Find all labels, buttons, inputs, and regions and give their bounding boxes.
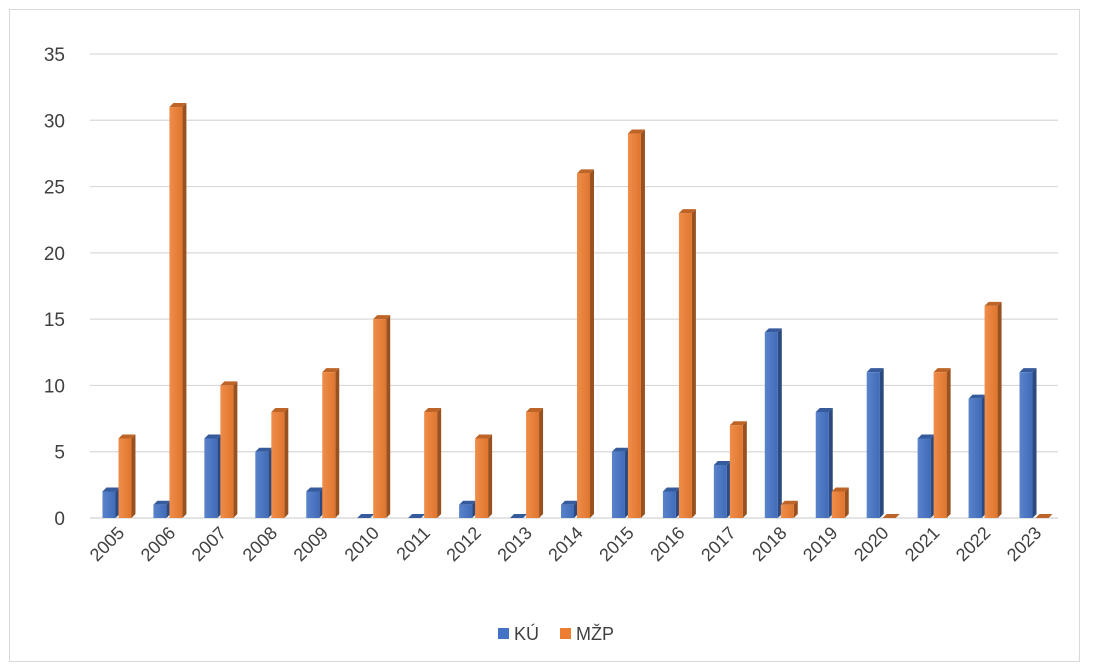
bar-ku-2016 (662, 487, 680, 518)
bar-mzp-2006 (169, 103, 187, 519)
y-tick-label: 20 (44, 244, 65, 265)
bar-mzp-2014 (577, 169, 594, 519)
bar-mzp-2017 (729, 421, 747, 518)
y-tick-label: 35 (44, 45, 65, 66)
bar-ku-2019 (815, 407, 833, 518)
bar-mzp-2012 (475, 434, 493, 518)
bar-mzp-2011 (424, 407, 442, 518)
bar-mzp-2023 (1035, 514, 1053, 518)
bar-ku-2013 (510, 514, 528, 518)
x-tick-label: 2014 (544, 523, 586, 565)
x-tick-label: 2023 (1003, 523, 1045, 565)
bar-mzp-2009 (322, 368, 340, 518)
bar-ku-2009 (306, 487, 324, 518)
bar-ku-2018 (764, 328, 782, 518)
bar-ku-2006 (153, 500, 171, 518)
bar-ku-2020 (866, 368, 884, 518)
bar-ku-2022 (968, 394, 986, 518)
bar-mzp-2007 (220, 381, 238, 518)
bar-ku-2021 (917, 434, 935, 518)
x-tick-label: 2007 (188, 523, 230, 565)
legend-item-mzp: MŽP (560, 624, 614, 644)
y-tick-label: 10 (44, 376, 65, 397)
bar-mzp-2021 (933, 368, 951, 518)
legend-label: KÚ (514, 623, 539, 644)
x-axis-tick-labels: 2005 2006 2007 2008 2009 2010 2011 2012 2013 2014… (86, 523, 1046, 565)
x-tick-label: 2005 (86, 523, 128, 565)
bar-ku-2010 (357, 514, 375, 518)
x-tick-label: 2018 (748, 523, 790, 565)
bar-ku-2015 (611, 447, 629, 518)
bar-mzp-2015 (627, 129, 645, 519)
legend-swatch (560, 628, 571, 639)
bar-mzp-2005 (118, 434, 136, 518)
x-tick-label: 2009 (290, 523, 332, 565)
x-tick-label: 2012 (442, 523, 484, 565)
bar-ku-2011 (408, 514, 426, 518)
bar-mzp-2016 (678, 209, 696, 519)
x-tick-label: 2011 (392, 523, 434, 565)
bar-mzp-2018 (780, 500, 798, 518)
bar-mzp-2022 (984, 301, 1002, 518)
y-tick-label: 25 (44, 178, 65, 199)
x-tick-label: 2015 (595, 523, 637, 565)
bar-ku-2008 (255, 447, 273, 518)
x-tick-label: 2010 (341, 523, 383, 565)
legend-swatch (498, 628, 509, 639)
bars (102, 103, 1053, 519)
x-tick-label: 2019 (799, 523, 841, 565)
x-tick-label: 2006 (137, 523, 179, 565)
legend-item-ku: KÚ (498, 623, 539, 644)
chart-area (9, 9, 1080, 662)
y-axis-tick-labels: 0 5 10 15 20 25 30 35 (44, 45, 65, 530)
bar-ku-2023 (1019, 368, 1037, 518)
bar-ku-2012 (459, 500, 477, 518)
bar-mzp-2013 (526, 407, 544, 518)
x-tick-label: 2022 (952, 523, 994, 565)
bar-ku-2014 (561, 500, 578, 518)
bar-mzp-2020 (882, 514, 900, 518)
bar-ku-2007 (204, 434, 222, 518)
legend: KÚ MŽP (498, 623, 614, 644)
y-tick-label: 30 (44, 111, 65, 132)
x-tick-label: 2013 (493, 523, 535, 565)
x-tick-label: 2008 (239, 523, 281, 565)
x-tick-label: 2017 (697, 523, 739, 565)
y-tick-label: 15 (44, 310, 65, 331)
bar-mzp-2008 (271, 407, 289, 518)
bar-mzp-2010 (373, 315, 391, 518)
y-tick-label: 5 (54, 443, 65, 464)
x-tick-label: 2016 (646, 523, 688, 565)
x-tick-label: 2020 (850, 523, 892, 565)
x-tick-label: 2021 (901, 523, 943, 565)
y-tick-label: 0 (54, 509, 65, 530)
bar-ku-2005 (102, 487, 120, 518)
bar-ku-2017 (713, 460, 731, 518)
bar-mzp-2019 (831, 487, 849, 518)
legend-label: MŽP (576, 624, 614, 644)
